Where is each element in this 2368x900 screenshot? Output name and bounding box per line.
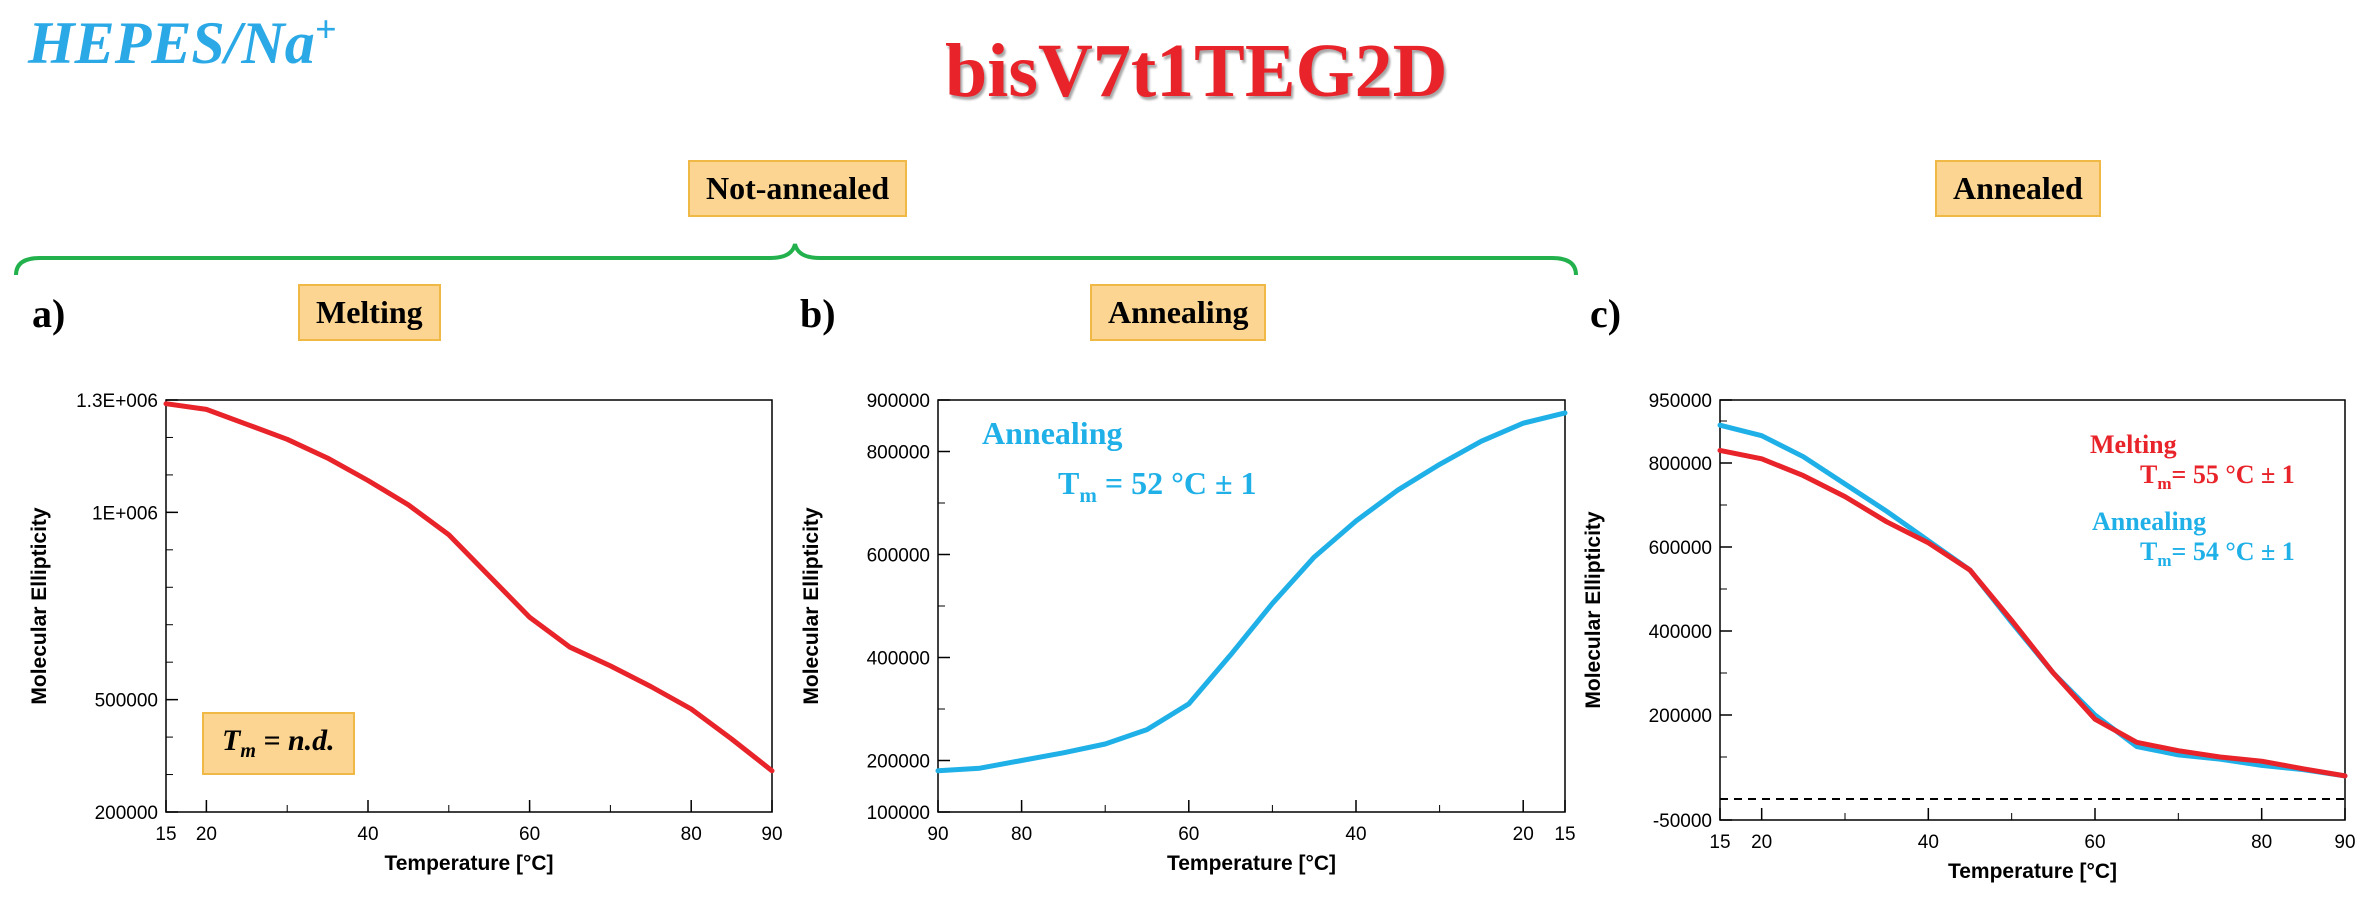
x-axis-title-b: Temperature [°C] xyxy=(1167,852,1336,875)
y-tick-label-b: 900000 xyxy=(867,391,930,412)
annealing-label: Annealing xyxy=(1090,284,1267,341)
x-tick-label-c: 15 xyxy=(1709,832,1730,853)
y-axis-title-a: Molecular Ellipticity xyxy=(28,507,51,705)
x-tick-label-c: 20 xyxy=(1751,832,1772,853)
annealed-label: Annealed xyxy=(1935,160,2101,217)
y-tick-label-c: 800000 xyxy=(1649,454,1712,475)
y-tick-label-c: 950000 xyxy=(1649,391,1712,412)
y-tick-label-a: 200000 xyxy=(95,803,158,824)
plot-frame-a xyxy=(165,399,773,813)
x-tick-label-a: 40 xyxy=(357,824,378,845)
y-tick-label-c: -50000 xyxy=(1653,811,1712,832)
x-tick-label-b: 15 xyxy=(1554,824,1575,845)
series-line-c-1 xyxy=(1717,447,2348,779)
y-tick-label-a: 1E+006 xyxy=(92,503,158,524)
page-title: bisV7t1TEG2D xyxy=(945,29,1448,113)
not-annealed-label: Not-annealed xyxy=(688,160,908,217)
panel-c-annotation-name-0: Melting xyxy=(2090,430,2177,459)
x-tick-label-c: 90 xyxy=(2334,832,2355,853)
x-tick-label-a: 20 xyxy=(196,824,217,845)
x-tick-label-c: 60 xyxy=(2084,832,2105,853)
y-tick-label-b: 100000 xyxy=(867,803,930,824)
x-tick-label-b: 90 xyxy=(927,824,948,845)
y-tick-label-b: 600000 xyxy=(867,546,930,567)
x-tick-label-a: 80 xyxy=(681,824,702,845)
x-axis-title-c: Temperature [°C] xyxy=(1948,860,2117,883)
y-axis-title-c: Molecular Ellipticity xyxy=(1582,511,1605,709)
y-tick-label-a: 500000 xyxy=(95,691,158,712)
not-annealed-brace xyxy=(14,243,1578,276)
plot-frame-b xyxy=(937,399,1566,813)
panel-b-annotation-name: Annealing xyxy=(982,415,1122,451)
panel-b-letter: b) xyxy=(800,291,836,336)
x-tick-label-b: 60 xyxy=(1178,824,1199,845)
melting-label: Melting xyxy=(298,284,441,341)
x-tick-label-b: 20 xyxy=(1513,824,1534,845)
series-line-b-0 xyxy=(935,410,1568,774)
x-tick-label-a: 90 xyxy=(761,824,782,845)
y-tick-label-b: 200000 xyxy=(867,752,930,773)
series-line-a-0 xyxy=(163,401,775,774)
y-tick-label-c: 400000 xyxy=(1649,622,1712,643)
panel-c-annotation-tm-0: Tm= 55 °C ± 1 xyxy=(2140,460,2295,493)
panel-c-letter: c) xyxy=(1590,291,1622,336)
x-tick-label-b: 40 xyxy=(1345,824,1366,845)
x-tick-label-c: 40 xyxy=(1918,832,1939,853)
plot-frame-c xyxy=(1719,399,2346,821)
panel-a-letter: a) xyxy=(32,291,66,336)
buffer-label: HEPES/Na+ xyxy=(28,9,337,76)
panel-c-annotation-tm-1: Tm= 54 °C ± 1 xyxy=(2140,537,2295,570)
x-tick-label-b: 80 xyxy=(1011,824,1032,845)
y-axis-title-b: Molecular Ellipticity xyxy=(800,507,823,705)
y-tick-label-b: 400000 xyxy=(867,649,930,670)
x-axis-title-a: Temperature [°C] xyxy=(384,852,553,875)
tm-nd-box: Tm = n.d. xyxy=(202,712,355,775)
y-tick-label-a: 1.3E+006 xyxy=(76,391,158,412)
x-tick-label-a: 15 xyxy=(155,824,176,845)
y-tick-label-c: 200000 xyxy=(1649,706,1712,727)
x-tick-label-c: 80 xyxy=(2251,832,2272,853)
panel-b-annotation-tm: Tm = 52 °C ± 1 xyxy=(1058,465,1257,507)
panel-c-annotation-name-1: Annealing xyxy=(2092,507,2206,536)
y-tick-label-c: 600000 xyxy=(1649,538,1712,559)
y-tick-label-b: 800000 xyxy=(867,443,930,464)
x-tick-label-a: 60 xyxy=(519,824,540,845)
